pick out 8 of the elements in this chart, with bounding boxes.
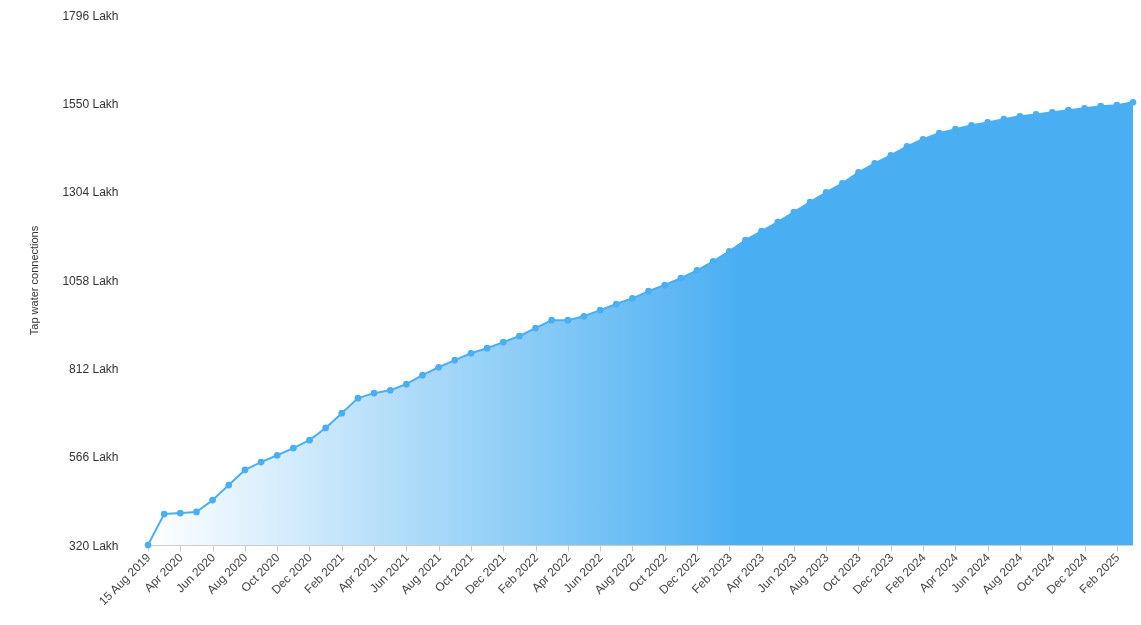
y-tick-label: 1796 Lakh [62,8,119,23]
y-tick-label: 1550 Lakh [62,96,119,111]
y-tick-label: 812 Lakh [69,361,119,376]
y-tick-label: 320 Lakh [69,538,119,553]
y-tick-label: 1058 Lakh [62,273,119,288]
y-axis-title: Tap water connections [28,225,41,336]
y-tick-label: 566 Lakh [69,450,119,465]
y-tick-label: 1304 Lakh [62,185,119,200]
